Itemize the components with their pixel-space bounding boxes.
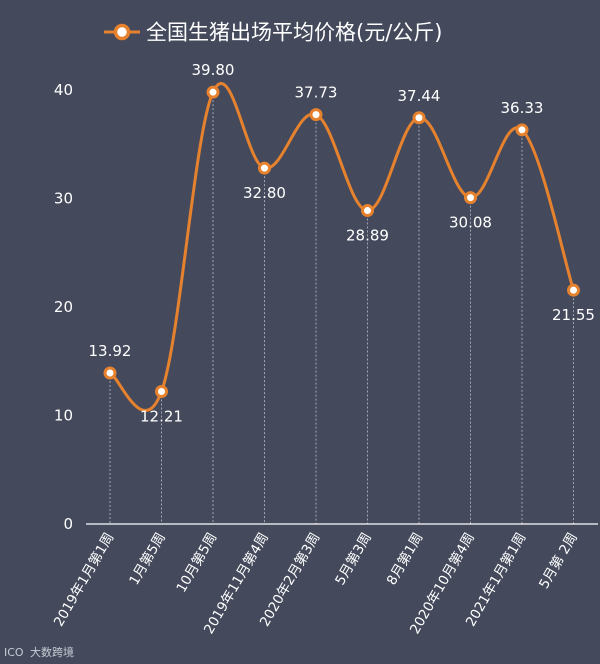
data-points (103, 85, 580, 399)
watermark: ICO 大数跨境 (4, 645, 74, 659)
y-tick-label: 10 (54, 407, 73, 425)
y-tick-label: 20 (54, 298, 73, 316)
legend-label: 全国生猪出场平均价格(元/公斤) (146, 21, 442, 45)
data-point (464, 191, 477, 205)
data-point (515, 123, 529, 137)
x-tick-label: 2019年1月第1周 (50, 530, 117, 630)
data-label: 21.55 (552, 306, 595, 324)
data-label: 32.80 (243, 184, 286, 202)
data-point (258, 161, 271, 175)
data-label: 13.92 (89, 342, 132, 360)
data-label: 39.80 (192, 61, 235, 79)
legend-marker (113, 23, 131, 41)
y-tick-label: 40 (54, 81, 73, 99)
data-point (361, 204, 374, 218)
data-label: 28.89 (346, 227, 389, 245)
data-point (567, 283, 580, 297)
data-point (103, 366, 117, 380)
y-tick-label: 30 (54, 190, 73, 208)
data-labels: 13.92 12.21 39.80 32.80 37.73 28.89 37.44 30.08… (89, 61, 595, 425)
y-tick-label: 0 (63, 515, 73, 533)
x-tick-label: 1月第5周 (125, 530, 169, 588)
data-label: 12.21 (140, 408, 183, 426)
data-point (206, 85, 220, 99)
data-point (412, 111, 426, 125)
watermark-text: 大数跨境 (30, 645, 74, 659)
series-line (109, 82, 575, 412)
data-label: 37.44 (398, 87, 441, 105)
x-tick-label: 5月第 2周 (535, 530, 581, 592)
data-label: 37.73 (295, 84, 338, 102)
y-axis-ticks: 0 10 20 30 40 (54, 81, 73, 533)
watermark-logo: ICO (4, 646, 24, 659)
x-axis-ticks: 2019年1月第1周 1月第5周 10月第5周2019年11月第4周2020年2月第… (50, 530, 581, 637)
data-point (155, 385, 168, 399)
data-label: 30.08 (449, 214, 492, 232)
data-label: 36.33 (501, 99, 544, 117)
data-point (309, 108, 323, 122)
vertical-gridlines (109, 92, 574, 524)
x-tick-label: 5月第3周 (331, 530, 375, 588)
chart-legend: 全国生猪出场平均价格(元/公斤) (104, 21, 442, 45)
x-tick-label: 8月第1周 (383, 530, 427, 588)
x-tick-label: 10月第5周 (173, 530, 221, 596)
